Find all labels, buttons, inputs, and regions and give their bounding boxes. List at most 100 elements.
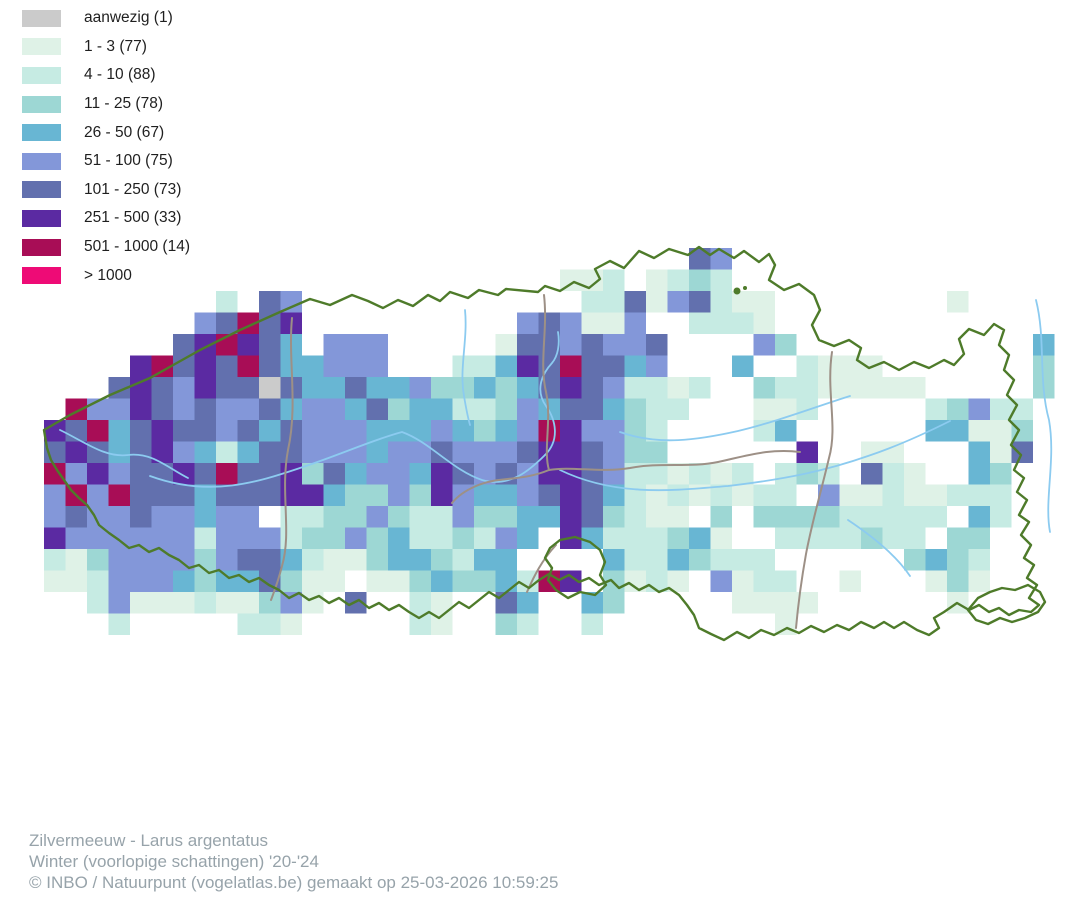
grid-cell — [839, 377, 861, 399]
grid-cell — [194, 592, 216, 614]
grid-cell — [194, 506, 216, 528]
grid-cell — [366, 484, 388, 506]
grid-cell — [452, 441, 474, 463]
grid-cell — [753, 570, 775, 592]
grid-cell — [237, 592, 259, 614]
grid-cell — [237, 484, 259, 506]
grid-cell — [280, 570, 302, 592]
grid-cell — [732, 570, 754, 592]
grid-cell — [517, 484, 539, 506]
legend-swatch — [22, 152, 61, 170]
grid-cell — [323, 377, 345, 399]
grid-cell — [775, 377, 797, 399]
grid-cell — [388, 570, 410, 592]
grid-cell — [452, 570, 474, 592]
grid-cell — [237, 441, 259, 463]
baarle-enclave-icon — [733, 287, 741, 295]
grid-cell — [968, 420, 990, 442]
grid-cell — [603, 549, 625, 571]
grid-cell — [689, 312, 711, 334]
grid-cell — [302, 463, 324, 485]
grid-cell — [968, 441, 990, 463]
grid-cell — [452, 506, 474, 528]
grid-cell — [173, 441, 195, 463]
grid-cell — [603, 463, 625, 485]
grid-cell — [345, 420, 367, 442]
grid-cell — [409, 441, 431, 463]
grid-cell — [108, 441, 130, 463]
grid-cell — [667, 377, 689, 399]
grid-cell — [603, 441, 625, 463]
grid-cell — [947, 484, 969, 506]
grid-cell — [474, 420, 496, 442]
grid-cell — [1011, 441, 1033, 463]
grid-cell — [431, 484, 453, 506]
grid-cell — [990, 506, 1012, 528]
grid-cell — [839, 527, 861, 549]
grid-cell — [388, 420, 410, 442]
grid-cell — [538, 463, 560, 485]
grid-cell — [775, 592, 797, 614]
legend-item: 4 - 10 (88) — [22, 61, 190, 90]
grid-cell — [173, 334, 195, 356]
grid-cell — [560, 377, 582, 399]
grid-cell — [1033, 355, 1055, 377]
grid-cell — [130, 549, 152, 571]
grid-cell — [560, 463, 582, 485]
grid-cell — [366, 441, 388, 463]
grid-cell — [259, 420, 281, 442]
grid-cell — [302, 420, 324, 442]
grid-cell — [302, 398, 324, 420]
grid-cell — [130, 570, 152, 592]
grid-cell — [646, 291, 668, 313]
grid-cell — [44, 506, 66, 528]
legend-swatch — [22, 95, 61, 113]
grid-cell — [194, 463, 216, 485]
grid-cell — [818, 506, 840, 528]
legend-label: aanwezig (1) — [84, 9, 173, 27]
grid-cell — [388, 527, 410, 549]
grid-cell — [280, 506, 302, 528]
grid-cell — [388, 398, 410, 420]
grid-cell — [151, 441, 173, 463]
grid-cell — [409, 463, 431, 485]
grid-cell — [173, 527, 195, 549]
grid-cell — [151, 527, 173, 549]
grid-cell — [108, 506, 130, 528]
grid-cell — [431, 527, 453, 549]
grid-cell — [646, 377, 668, 399]
legend-swatch — [22, 124, 61, 142]
grid-cell — [646, 269, 668, 291]
grid-cell — [130, 527, 152, 549]
grid-cell — [603, 398, 625, 420]
grid-cell — [216, 291, 238, 313]
grid-cell — [581, 484, 603, 506]
grid-cell — [517, 334, 539, 356]
grid-cell — [237, 420, 259, 442]
grid-cell — [624, 549, 646, 571]
grid-cell — [194, 377, 216, 399]
grid-cell — [603, 377, 625, 399]
grid-cell — [732, 312, 754, 334]
grid-cell — [216, 484, 238, 506]
grid-cell — [216, 527, 238, 549]
grid-cell — [173, 549, 195, 571]
legend-label: > 1000 — [84, 266, 132, 284]
grid-cell — [409, 506, 431, 528]
grid-cell — [345, 527, 367, 549]
grid-cell — [65, 463, 87, 485]
grid-cell — [689, 527, 711, 549]
grid-cell — [87, 592, 109, 614]
grid-cell — [732, 291, 754, 313]
grid-cell — [495, 549, 517, 571]
legend-item: 26 - 50 (67) — [22, 118, 190, 147]
grid-cell — [710, 527, 732, 549]
grid-cell — [452, 549, 474, 571]
grid-cell — [216, 312, 238, 334]
legend-item: 1 - 3 (77) — [22, 33, 190, 62]
grid-cell — [216, 441, 238, 463]
grid-cell — [345, 506, 367, 528]
grid-cell — [818, 527, 840, 549]
grid-cell — [581, 291, 603, 313]
